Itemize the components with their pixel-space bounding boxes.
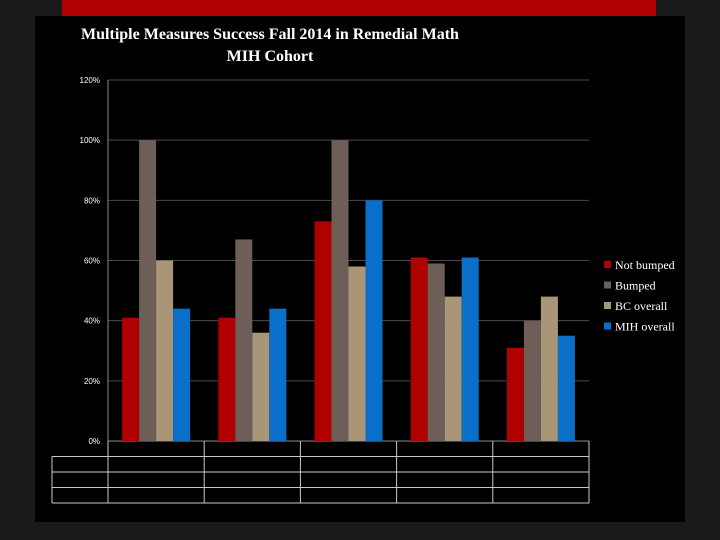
bar-mih-overall — [173, 308, 191, 441]
legend-swatch — [604, 302, 611, 309]
bar-bc-overall — [540, 296, 558, 441]
bar-mih-overall — [365, 200, 383, 441]
legend-swatch — [604, 261, 611, 268]
bar-not-bumped — [506, 347, 524, 441]
legend: Not bumped Bumped BC overall MIH overall — [604, 258, 675, 334]
legend-label: BC overall — [615, 299, 668, 313]
data-table-grid — [51, 441, 590, 504]
legend-swatch — [604, 322, 611, 330]
bar-bc-overall — [156, 260, 174, 441]
y-tick-label: 20% — [84, 377, 100, 386]
y-tick-label: 100% — [80, 136, 100, 145]
bar-mih-overall — [461, 257, 479, 441]
bar-bumped — [235, 239, 253, 441]
bar-not-bumped — [410, 257, 428, 441]
bar-not-bumped — [314, 221, 332, 441]
bar-bc-overall — [348, 266, 366, 441]
bar-bc-overall — [444, 296, 462, 441]
legend-label: Bumped — [615, 279, 656, 293]
legend-label: Not bumped — [615, 258, 675, 272]
top-accent-bar — [62, 0, 656, 16]
bar-bumped — [427, 263, 445, 441]
bar-mih-overall — [269, 308, 287, 441]
y-tick-label: 60% — [84, 257, 100, 266]
y-tick-label: 0% — [88, 437, 100, 446]
legend-swatch — [604, 281, 611, 289]
bar-bumped — [331, 140, 349, 441]
y-tick-label: 120% — [80, 76, 100, 85]
chart-title: Multiple Measures Success Fall 2014 in R… — [81, 26, 459, 65]
bar-mih-overall — [557, 335, 575, 441]
y-tick-label: 80% — [84, 196, 100, 205]
bar-bumped — [139, 140, 157, 441]
legend-label: MIH overall — [615, 320, 675, 334]
bar-not-bumped — [218, 317, 236, 441]
bar-bc-overall — [252, 332, 270, 441]
y-tick-label: 40% — [84, 317, 100, 326]
bar-not-bumped — [122, 317, 140, 441]
bars — [122, 140, 575, 441]
bar-bumped — [523, 320, 541, 441]
